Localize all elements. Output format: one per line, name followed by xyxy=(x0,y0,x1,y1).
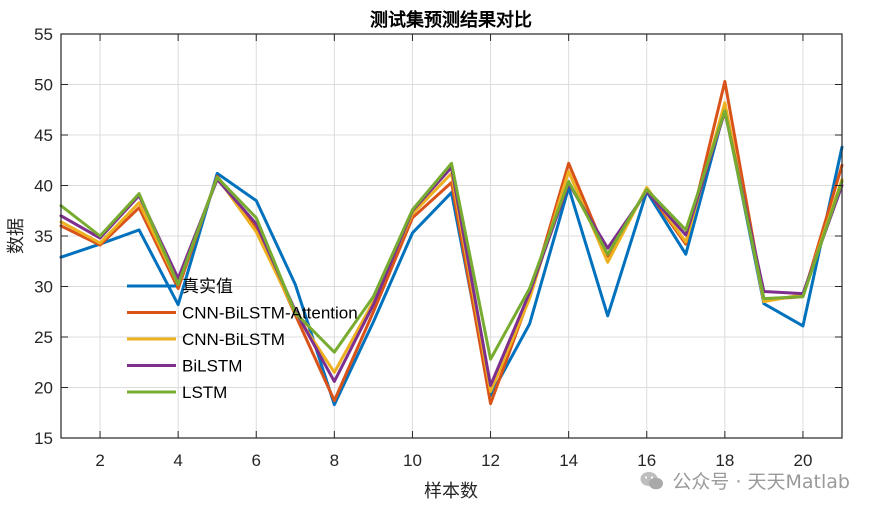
x-tick-label: 16 xyxy=(637,451,656,470)
x-tick-label: 8 xyxy=(330,451,339,470)
y-tick-label: 35 xyxy=(34,227,53,246)
tick-labels: 2 4 6 8 10 12 14 16 18 20 15 20 25 30 35 40 45 50 55 xyxy=(34,25,812,470)
wechat-icon xyxy=(640,471,664,489)
x-tick-label: 20 xyxy=(793,451,812,470)
x-tick-label: 6 xyxy=(252,451,261,470)
ticks xyxy=(61,33,842,439)
x-tick-label: 2 xyxy=(95,451,104,470)
grid xyxy=(61,33,842,439)
x-tick-label: 10 xyxy=(403,451,422,470)
y-tick-label: 50 xyxy=(34,76,53,95)
chart-title: 测试集预测结果对比 xyxy=(370,9,532,31)
legend-label: LSTM xyxy=(182,383,227,402)
y-tick-label: 40 xyxy=(34,177,53,196)
x-tick-label: 12 xyxy=(481,451,500,470)
legend-label: 真实值 xyxy=(182,277,233,296)
legend: 真实值 CNN-BiLSTM-Attention CNN-BiLSTM BiLSTM L… xyxy=(127,277,358,402)
y-tick-label: 25 xyxy=(34,328,53,347)
legend-label: BiLSTM xyxy=(182,357,242,376)
y-tick-label: 55 xyxy=(34,25,53,44)
x-tick-label: 14 xyxy=(559,451,578,470)
legend-label: CNN-BiLSTM xyxy=(182,330,285,349)
series-line-5 xyxy=(59,109,844,361)
y-tick-label: 20 xyxy=(34,379,53,398)
y-tick-label: 30 xyxy=(34,278,53,297)
legend-label: CNN-BiLSTM-Attention xyxy=(182,304,358,323)
x-axis-title: 样本数 xyxy=(424,481,478,502)
y-tick-label: 15 xyxy=(34,429,53,448)
watermark-text: 公众号 · 天天Matlab xyxy=(672,471,850,493)
x-tick-label: 4 xyxy=(173,451,182,470)
series-lines xyxy=(59,79,844,407)
y-axis-title: 数据 xyxy=(6,218,27,254)
x-tick-label: 18 xyxy=(715,451,734,470)
y-tick-label: 45 xyxy=(34,126,53,145)
watermark: 公众号 · 天天Matlab xyxy=(640,467,850,494)
